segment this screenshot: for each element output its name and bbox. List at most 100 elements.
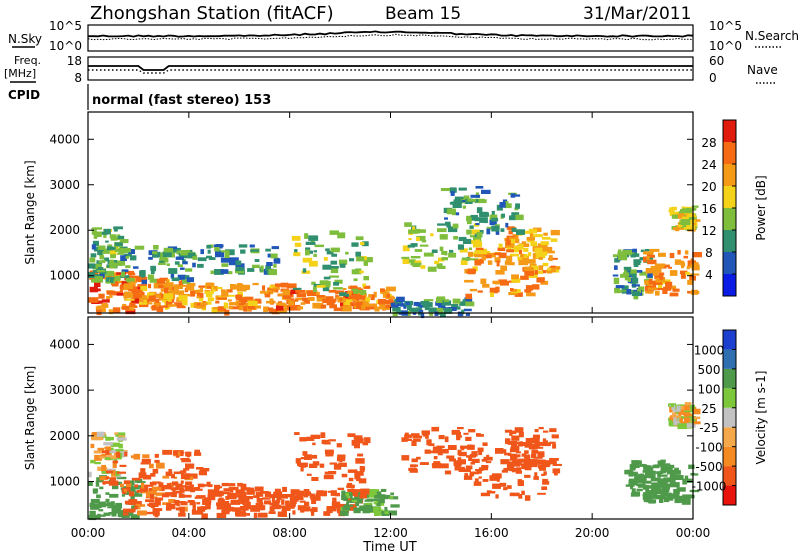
data-cell bbox=[283, 289, 291, 296]
data-cell bbox=[112, 460, 119, 464]
data-cell bbox=[105, 498, 110, 503]
data-cell bbox=[639, 464, 647, 467]
data-cell bbox=[133, 266, 139, 269]
data-cell bbox=[105, 470, 113, 473]
data-cell bbox=[353, 278, 358, 282]
data-cell bbox=[269, 506, 275, 512]
data-cell bbox=[531, 443, 540, 448]
data-cell bbox=[93, 450, 104, 454]
data-cell bbox=[156, 492, 165, 496]
data-cell bbox=[227, 294, 235, 297]
data-cell bbox=[647, 291, 652, 294]
data-cell bbox=[523, 267, 534, 271]
data-cell bbox=[159, 485, 165, 492]
data-cell bbox=[316, 295, 326, 302]
data-cell bbox=[139, 304, 149, 308]
data-cell bbox=[206, 481, 211, 485]
data-cell bbox=[448, 252, 457, 258]
data-cell bbox=[342, 305, 352, 312]
data-cell bbox=[476, 230, 484, 234]
data-cell bbox=[464, 308, 472, 312]
data-cell bbox=[550, 265, 556, 268]
data-cell bbox=[164, 287, 169, 294]
data-cell bbox=[475, 198, 485, 204]
data-cell bbox=[90, 459, 96, 464]
data-cell bbox=[170, 487, 179, 491]
data-cell bbox=[342, 506, 351, 511]
data-cell bbox=[262, 497, 271, 500]
data-cell bbox=[322, 264, 332, 270]
data-cell bbox=[136, 490, 143, 493]
data-cell bbox=[426, 439, 432, 446]
data-cell bbox=[499, 202, 506, 208]
data-cell bbox=[543, 232, 548, 236]
data-cell bbox=[492, 483, 501, 489]
data-cell bbox=[153, 245, 159, 250]
data-cell bbox=[524, 442, 533, 448]
data-cell bbox=[542, 478, 548, 482]
data-cell bbox=[210, 286, 218, 292]
data-cell bbox=[134, 491, 139, 496]
data-cell bbox=[272, 287, 280, 290]
data-cell bbox=[141, 295, 148, 301]
data-cell bbox=[173, 284, 183, 289]
data-cell bbox=[268, 511, 276, 514]
data-cell bbox=[614, 287, 621, 294]
data-cell bbox=[148, 283, 152, 289]
data-cell bbox=[290, 489, 300, 496]
data-cell bbox=[477, 447, 484, 452]
data-cell bbox=[112, 462, 117, 468]
data-cell bbox=[378, 298, 387, 305]
data-cell bbox=[338, 462, 347, 467]
data-cell bbox=[273, 264, 277, 268]
data-cell bbox=[350, 302, 357, 306]
data-cell bbox=[489, 287, 498, 294]
colorbar-swatch bbox=[723, 349, 736, 369]
data-cell bbox=[423, 299, 434, 302]
data-cell bbox=[525, 285, 533, 291]
data-cell bbox=[185, 451, 192, 457]
data-cell bbox=[509, 492, 520, 497]
data-cell bbox=[134, 505, 138, 510]
data-cell bbox=[223, 303, 228, 309]
data-cell bbox=[446, 224, 451, 228]
data-cell bbox=[501, 469, 508, 473]
data-cell bbox=[422, 304, 430, 308]
data-cell bbox=[543, 471, 547, 476]
data-cell bbox=[205, 282, 215, 287]
data-cell bbox=[520, 253, 524, 258]
data-cell bbox=[99, 486, 104, 490]
colorbar-tick-label: 500 bbox=[698, 363, 721, 377]
data-cell bbox=[674, 498, 684, 503]
data-cell bbox=[539, 251, 548, 256]
nave-label: Nave bbox=[747, 63, 778, 77]
data-cell bbox=[125, 306, 135, 311]
data-cell bbox=[123, 248, 131, 253]
data-cell bbox=[326, 300, 335, 306]
data-cell bbox=[108, 450, 116, 453]
data-cell bbox=[392, 311, 398, 317]
cpid-text: normal (fast stereo) 153 bbox=[92, 93, 271, 108]
data-cell bbox=[235, 260, 242, 266]
data-cell bbox=[334, 505, 345, 509]
data-cell bbox=[122, 491, 126, 495]
data-cell bbox=[184, 485, 194, 492]
data-cell bbox=[449, 249, 454, 253]
data-cell bbox=[670, 212, 679, 215]
data-cell bbox=[542, 246, 553, 253]
data-cell bbox=[386, 494, 391, 499]
data-cell bbox=[665, 281, 673, 288]
data-cell bbox=[499, 281, 509, 286]
data-cell bbox=[506, 464, 515, 469]
data-cell bbox=[339, 292, 347, 296]
data-cell bbox=[471, 458, 480, 463]
data-cell bbox=[311, 281, 316, 285]
y-tick-label: 1000 bbox=[49, 269, 80, 283]
data-cell bbox=[224, 503, 229, 507]
data-cell bbox=[621, 285, 629, 291]
data-cell bbox=[652, 464, 657, 467]
data-cell bbox=[128, 249, 135, 254]
data-cell bbox=[296, 293, 306, 298]
data-cell bbox=[136, 297, 142, 303]
